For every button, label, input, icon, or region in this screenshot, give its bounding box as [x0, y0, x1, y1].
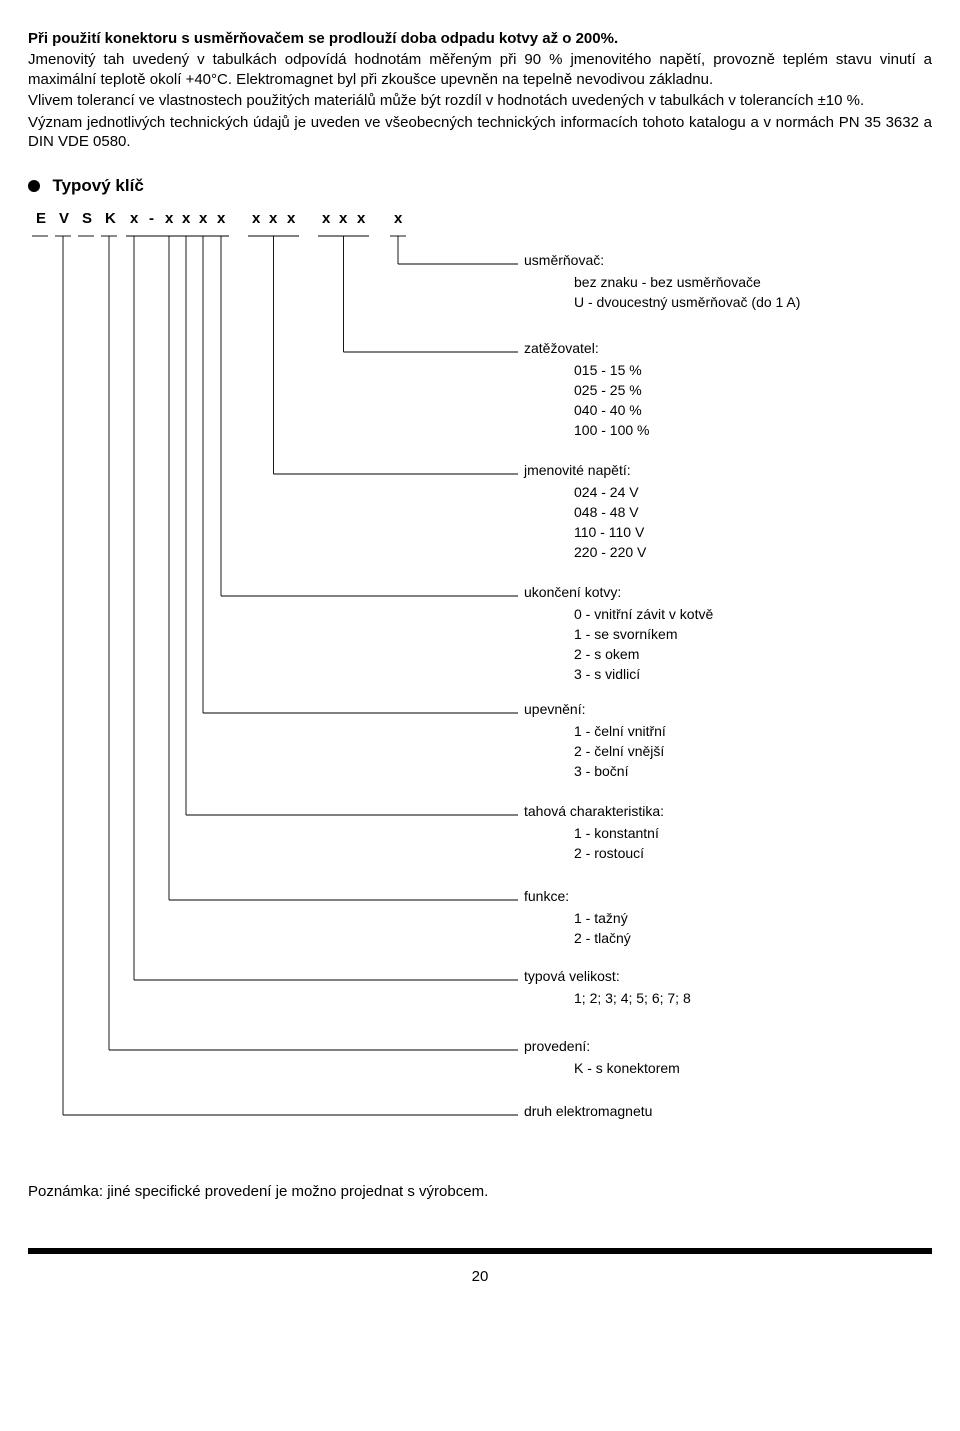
code-char: S	[82, 210, 94, 227]
desc-title: jmenovité napětí:	[524, 462, 646, 478]
footer-rule	[28, 1248, 932, 1254]
desc-item: 2 - rostoucí	[574, 843, 664, 863]
desc-item: 048 - 48 V	[574, 502, 646, 522]
desc-item: 1 - tažný	[574, 908, 631, 928]
typekey-diagram: EVSKx-xxxxxxxxxxxusměrňovač:bez znaku - …	[28, 210, 932, 1133]
desc-item: 2 - čelní vnější	[574, 741, 666, 761]
desc-item: 015 - 15 %	[574, 360, 650, 380]
desc-item: U - dvoucestný usměrňovač (do 1 A)	[574, 292, 800, 312]
code-char: x	[252, 210, 262, 227]
desc-block: druh elektromagnetu	[524, 1103, 652, 1123]
code-char: -	[149, 210, 156, 227]
desc-title: tahová charakteristika:	[524, 803, 664, 819]
typekey-heading: Typový klíč	[28, 176, 932, 196]
desc-block: ukončení kotvy: 0 - vnitřní závit v kotvě…	[524, 584, 713, 685]
code-char: x	[339, 210, 349, 227]
desc-item: 1 - čelní vnitřní	[574, 721, 666, 741]
desc-title: upevnění:	[524, 701, 666, 717]
desc-item: 0 - vnitřní závit v kotvě	[574, 604, 713, 624]
connector-lines	[28, 236, 928, 1139]
desc-item: 2 - s okem	[574, 644, 713, 664]
desc-item: bez znaku - bez usměrňovače	[574, 272, 800, 292]
desc-block: jmenovité napětí: 024 - 24 V048 - 48 V110…	[524, 462, 646, 563]
desc-item: 110 - 110 V	[574, 522, 646, 542]
desc-title: typová velikost:	[524, 968, 691, 984]
desc-item: 1; 2; 3; 4; 5; 6; 7; 8	[574, 988, 691, 1008]
desc-item: 024 - 24 V	[574, 482, 646, 502]
desc-item: 025 - 25 %	[574, 380, 650, 400]
code-char: x	[269, 210, 279, 227]
desc-title: provedení:	[524, 1038, 680, 1054]
code-char: K	[105, 210, 118, 227]
code-char: x	[217, 210, 227, 227]
footnote: Poznámka: jiné specifické provedení je m…	[28, 1183, 932, 1200]
desc-block: usměrňovač: bez znaku - bez usměrňovačeU …	[524, 252, 800, 313]
code-char: x	[322, 210, 332, 227]
desc-item: 3 - s vidlicí	[574, 664, 713, 684]
intro-p2: Vlivem tolerancí ve vlastnostech použitý…	[28, 91, 932, 111]
desc-block: upevnění: 1 - čelní vnitřní2 - čelní vněj…	[524, 701, 666, 782]
desc-title: usměrňovač:	[524, 252, 800, 268]
code-char: x	[199, 210, 209, 227]
code-row: EVSKx-xxxxxxxxxxx	[30, 210, 932, 230]
desc-item: 3 - boční	[574, 761, 666, 781]
intro-p1: Jmenovitý tah uvedený v tabulkách odpoví…	[28, 50, 932, 89]
desc-item: K - s konektorem	[574, 1058, 680, 1078]
code-char: x	[357, 210, 367, 227]
desc-item: 1 - konstantní	[574, 823, 664, 843]
desc-block: funkce: 1 - tažný2 - tlačný	[524, 888, 631, 949]
desc-item: 1 - se svorníkem	[574, 624, 713, 644]
code-char: E	[36, 210, 48, 227]
code-char: x	[394, 210, 404, 227]
desc-item: 040 - 40 %	[574, 400, 650, 420]
desc-title: funkce:	[524, 888, 631, 904]
desc-item: 100 - 100 %	[574, 420, 650, 440]
intro-p3: Význam jednotlivých technických údajů je…	[28, 113, 932, 152]
code-char: x	[130, 210, 140, 227]
desc-block: typová velikost: 1; 2; 3; 4; 5; 6; 7; 8	[524, 968, 691, 1008]
bullet-icon	[28, 180, 40, 192]
desc-title: druh elektromagnetu	[524, 1103, 652, 1119]
desc-title: zatěžovatel:	[524, 340, 650, 356]
desc-item: 2 - tlačný	[574, 928, 631, 948]
code-char: x	[182, 210, 192, 227]
intro-bold: Při použití konektoru s usměrňovačem se …	[28, 30, 932, 47]
desc-block: provedení: K - s konektorem	[524, 1038, 680, 1078]
desc-block: zatěžovatel: 015 - 15 %025 - 25 %040 - 40…	[524, 340, 650, 441]
typekey-title: Typový klíč	[52, 176, 143, 195]
code-char: x	[165, 210, 175, 227]
code-char: V	[59, 210, 71, 227]
code-char: x	[287, 210, 297, 227]
page-number: 20	[28, 1268, 932, 1285]
desc-item: 220 - 220 V	[574, 542, 646, 562]
desc-title: ukončení kotvy:	[524, 584, 713, 600]
desc-block: tahová charakteristika: 1 - konstantní2 -…	[524, 803, 664, 864]
